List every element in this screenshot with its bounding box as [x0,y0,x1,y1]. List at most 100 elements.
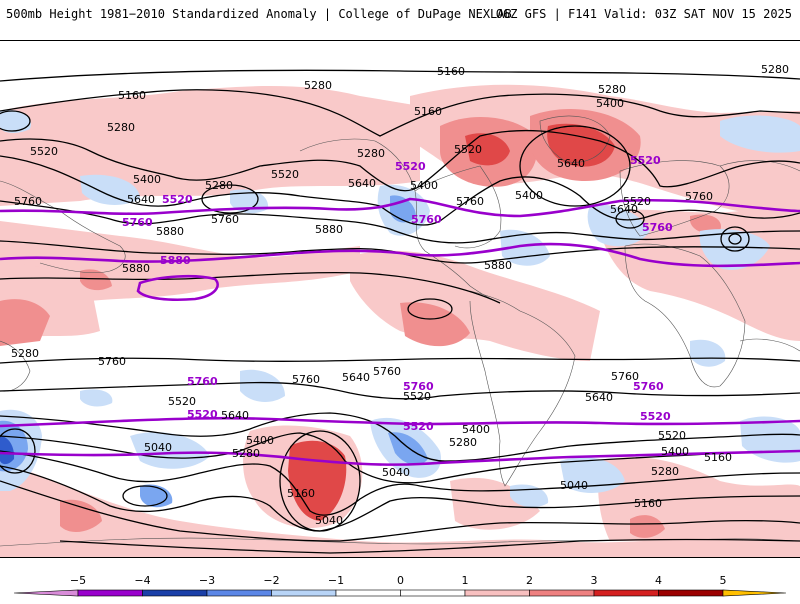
contour-label: 5400 [515,189,543,202]
anomaly-negative-area [699,229,770,270]
contour-label: 5280 [598,83,626,96]
map-panel: 5160 5160 5160 5280 5280 5280 5280 5280 … [0,40,800,558]
closed-low [720,226,750,252]
colorbar-swatch [142,589,208,597]
coastlines [0,115,800,547]
contour-label: 5280 [11,347,39,360]
contour-5160-north [0,69,800,82]
highlight-label: 5760 [633,380,664,393]
coastline-greenland [539,115,611,163]
colorbar-tick-label: −3 [199,574,215,587]
coastline-asia [0,160,800,273]
contour-label: 5160 [634,497,662,510]
contour-5640-north [0,200,800,244]
anomaly-negative-area [587,204,650,247]
contour-label: 5640 [348,177,376,190]
contour-label: 5160 [704,451,732,464]
closed-low [0,110,31,132]
contour-label: 5040 [144,441,172,454]
contour-label: 5400 [596,97,624,110]
contour-label: 5280 [205,179,233,192]
anomaly-negative-area [80,174,140,205]
anomaly-positive-strong [630,515,665,538]
contour-label: 5520 [403,390,431,403]
contour-5880-south [0,357,800,364]
contour-label: 5280 [357,147,385,160]
colorbar-swatch [529,589,595,597]
anomaly-positive-strong [547,123,615,167]
contour-label: 5640 [127,193,155,206]
anomaly-negative-area [80,389,113,407]
contour-5040-south [59,538,800,554]
contour-label: 5760 [611,370,639,383]
closed-low [201,184,259,214]
coastline-south-america [469,290,576,487]
contour-label: 5160 [437,65,465,78]
contour-label: 5880 [484,259,512,272]
anomaly-negative-area [560,457,625,493]
contour-label: 5760 [456,195,484,208]
colorbar-tick-label: 3 [591,574,598,587]
contour-label: 5520 [623,195,651,208]
highlight-label: 5520 [162,193,193,206]
contour-label: 5640 [585,391,613,404]
contour-label: 5640 [610,203,638,216]
colorbar: −5 −4 −3 −2 −1 0 1 2 3 4 5 [0,572,800,600]
contour-label: 5760 [685,190,713,203]
contour-5640-south [0,412,800,462]
coastline-europe [619,160,730,237]
contour-label: 5040 [382,466,410,479]
highlight-label: 5520 [403,420,434,433]
closed-high [407,298,453,320]
highlight-contour-5520-north [0,197,800,218]
contour-label: 5040 [560,479,588,492]
contour-5400-south [0,450,800,516]
colorbar-tick-label: 1 [462,574,469,587]
colorbar-swatch [335,589,401,597]
contour-label: 5400 [661,445,689,458]
closed-low [728,233,742,245]
highlight-contour-5520-south [0,449,800,466]
contour-label: 5280 [232,447,260,460]
closed-high [279,430,361,532]
colorbar-arrow-left [13,589,79,597]
closed-low [615,209,645,229]
highlight-label: 5760 [411,213,442,226]
closed-high [519,125,631,207]
contour-label: 5160 [414,105,442,118]
anomaly-negative-area [720,115,800,153]
colorbar-swatch [400,589,466,597]
contour-5520-south [0,432,800,484]
contour-label: 5640 [221,409,249,422]
colorbar-swatch [593,589,659,597]
colorbar-swatch [658,589,724,597]
highlight-contour-labels: 5520 5520 5520 5760 5760 5760 5880 5760 … [122,154,673,433]
anomaly-negative-area [0,436,15,465]
closed-low [0,428,36,474]
contour-label: 5520 [271,168,299,181]
highlight-label: 5520 [640,410,671,423]
colorbar-tick-label: 2 [526,574,533,587]
highlight-contours [0,197,800,466]
contour-label: 5280 [761,63,789,76]
contour-label: 5400 [410,179,438,192]
contour-label: 5400 [133,173,161,186]
colorbar-tick-labels: −5 −4 −3 −2 −1 0 1 2 3 4 5 [70,574,727,587]
contour-label: 5280 [449,436,477,449]
contour-label: 5880 [156,225,184,238]
contour-label: 5760 [14,195,42,208]
contour-label: 5160 [287,487,315,500]
anomaly-negative-area [240,369,285,403]
contour-5760-south [0,381,800,400]
highlight-label: 5760 [403,380,434,393]
anomaly-negative-area [500,229,550,266]
colorbar-swatch [464,589,530,597]
anomaly-positive-strong [60,499,102,533]
highlight-label: 5760 [642,221,673,234]
highlight-contour-5880 [136,274,219,302]
contour-label: 5520 [30,145,58,158]
anomaly-positive-strong [465,133,510,166]
colorbar-tick-label: 5 [720,574,727,587]
anomaly-positive-strong [80,269,112,291]
height-contours [0,69,800,554]
